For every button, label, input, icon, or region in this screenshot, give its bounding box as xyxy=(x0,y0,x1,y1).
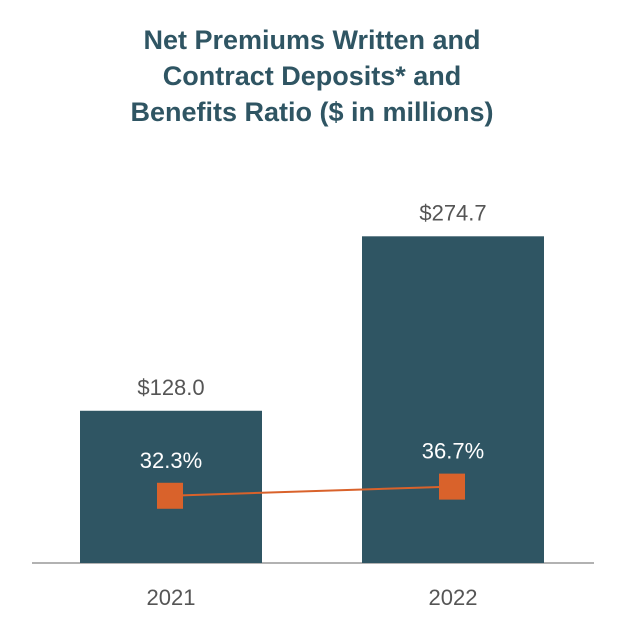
ratio-marker-2022 xyxy=(439,473,465,500)
x-tick-label-2021: 2021 xyxy=(147,585,196,610)
ratio-line-segment xyxy=(169,485,453,497)
ratio-label-2021: 32.3% xyxy=(140,448,202,473)
bar-value-label-2022: $274.7 xyxy=(419,200,486,225)
ratio-label-2022: 36.7% xyxy=(422,439,484,464)
chart-title-line-2: Contract Deposits* and xyxy=(162,61,462,91)
chart-title-line-3: Benefits Ratio ($ in millions) xyxy=(130,97,494,127)
chart-title-line-1: Net Premiums Written and xyxy=(143,25,481,55)
ratio-marker-2021 xyxy=(157,482,183,509)
bar-value-label-2021: $128.0 xyxy=(137,375,204,400)
bar-2022 xyxy=(362,236,544,563)
x-tick-label-2022: 2022 xyxy=(429,585,478,610)
chart-title: Net Premiums Written and Contract Deposi… xyxy=(0,22,624,130)
